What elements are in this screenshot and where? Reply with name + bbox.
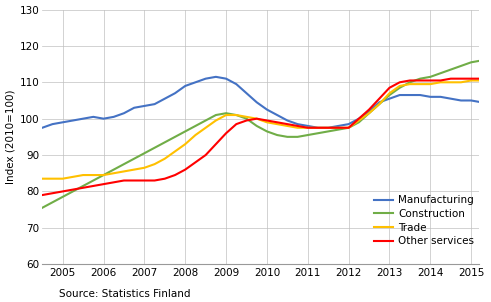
Manufacturing bbox=[182, 84, 188, 88]
Line: Other services: Other services bbox=[32, 64, 491, 197]
Trade bbox=[50, 177, 55, 181]
Manufacturing bbox=[90, 115, 96, 119]
Construction bbox=[90, 179, 96, 182]
Trade bbox=[121, 170, 127, 173]
Other services bbox=[121, 179, 127, 182]
Other services bbox=[90, 184, 96, 188]
Other services bbox=[458, 77, 464, 80]
Construction bbox=[335, 128, 341, 131]
Construction bbox=[29, 211, 35, 215]
Manufacturing bbox=[29, 128, 35, 131]
Other services bbox=[335, 126, 341, 130]
Trade bbox=[458, 81, 464, 84]
Manufacturing bbox=[213, 75, 219, 79]
Legend: Manufacturing, Construction, Trade, Other services: Manufacturing, Construction, Trade, Othe… bbox=[374, 195, 474, 246]
Line: Manufacturing: Manufacturing bbox=[32, 77, 491, 130]
Y-axis label: Index (2010=100): Index (2010=100) bbox=[5, 90, 16, 184]
Other services bbox=[50, 191, 55, 195]
Other services bbox=[29, 195, 35, 199]
Trade bbox=[335, 126, 341, 130]
Trade bbox=[182, 142, 188, 146]
Construction bbox=[50, 201, 55, 204]
Manufacturing bbox=[346, 122, 352, 126]
Text: Source: Statistics Finland: Source: Statistics Finland bbox=[59, 289, 191, 299]
Manufacturing bbox=[468, 99, 474, 102]
Other services bbox=[182, 168, 188, 172]
Manufacturing bbox=[50, 122, 55, 126]
Line: Construction: Construction bbox=[32, 46, 491, 213]
Trade bbox=[29, 179, 35, 182]
Construction bbox=[182, 130, 188, 133]
Line: Trade: Trade bbox=[32, 79, 491, 181]
Trade bbox=[90, 173, 96, 177]
Manufacturing bbox=[121, 111, 127, 115]
Construction bbox=[458, 64, 464, 68]
Construction bbox=[121, 162, 127, 166]
